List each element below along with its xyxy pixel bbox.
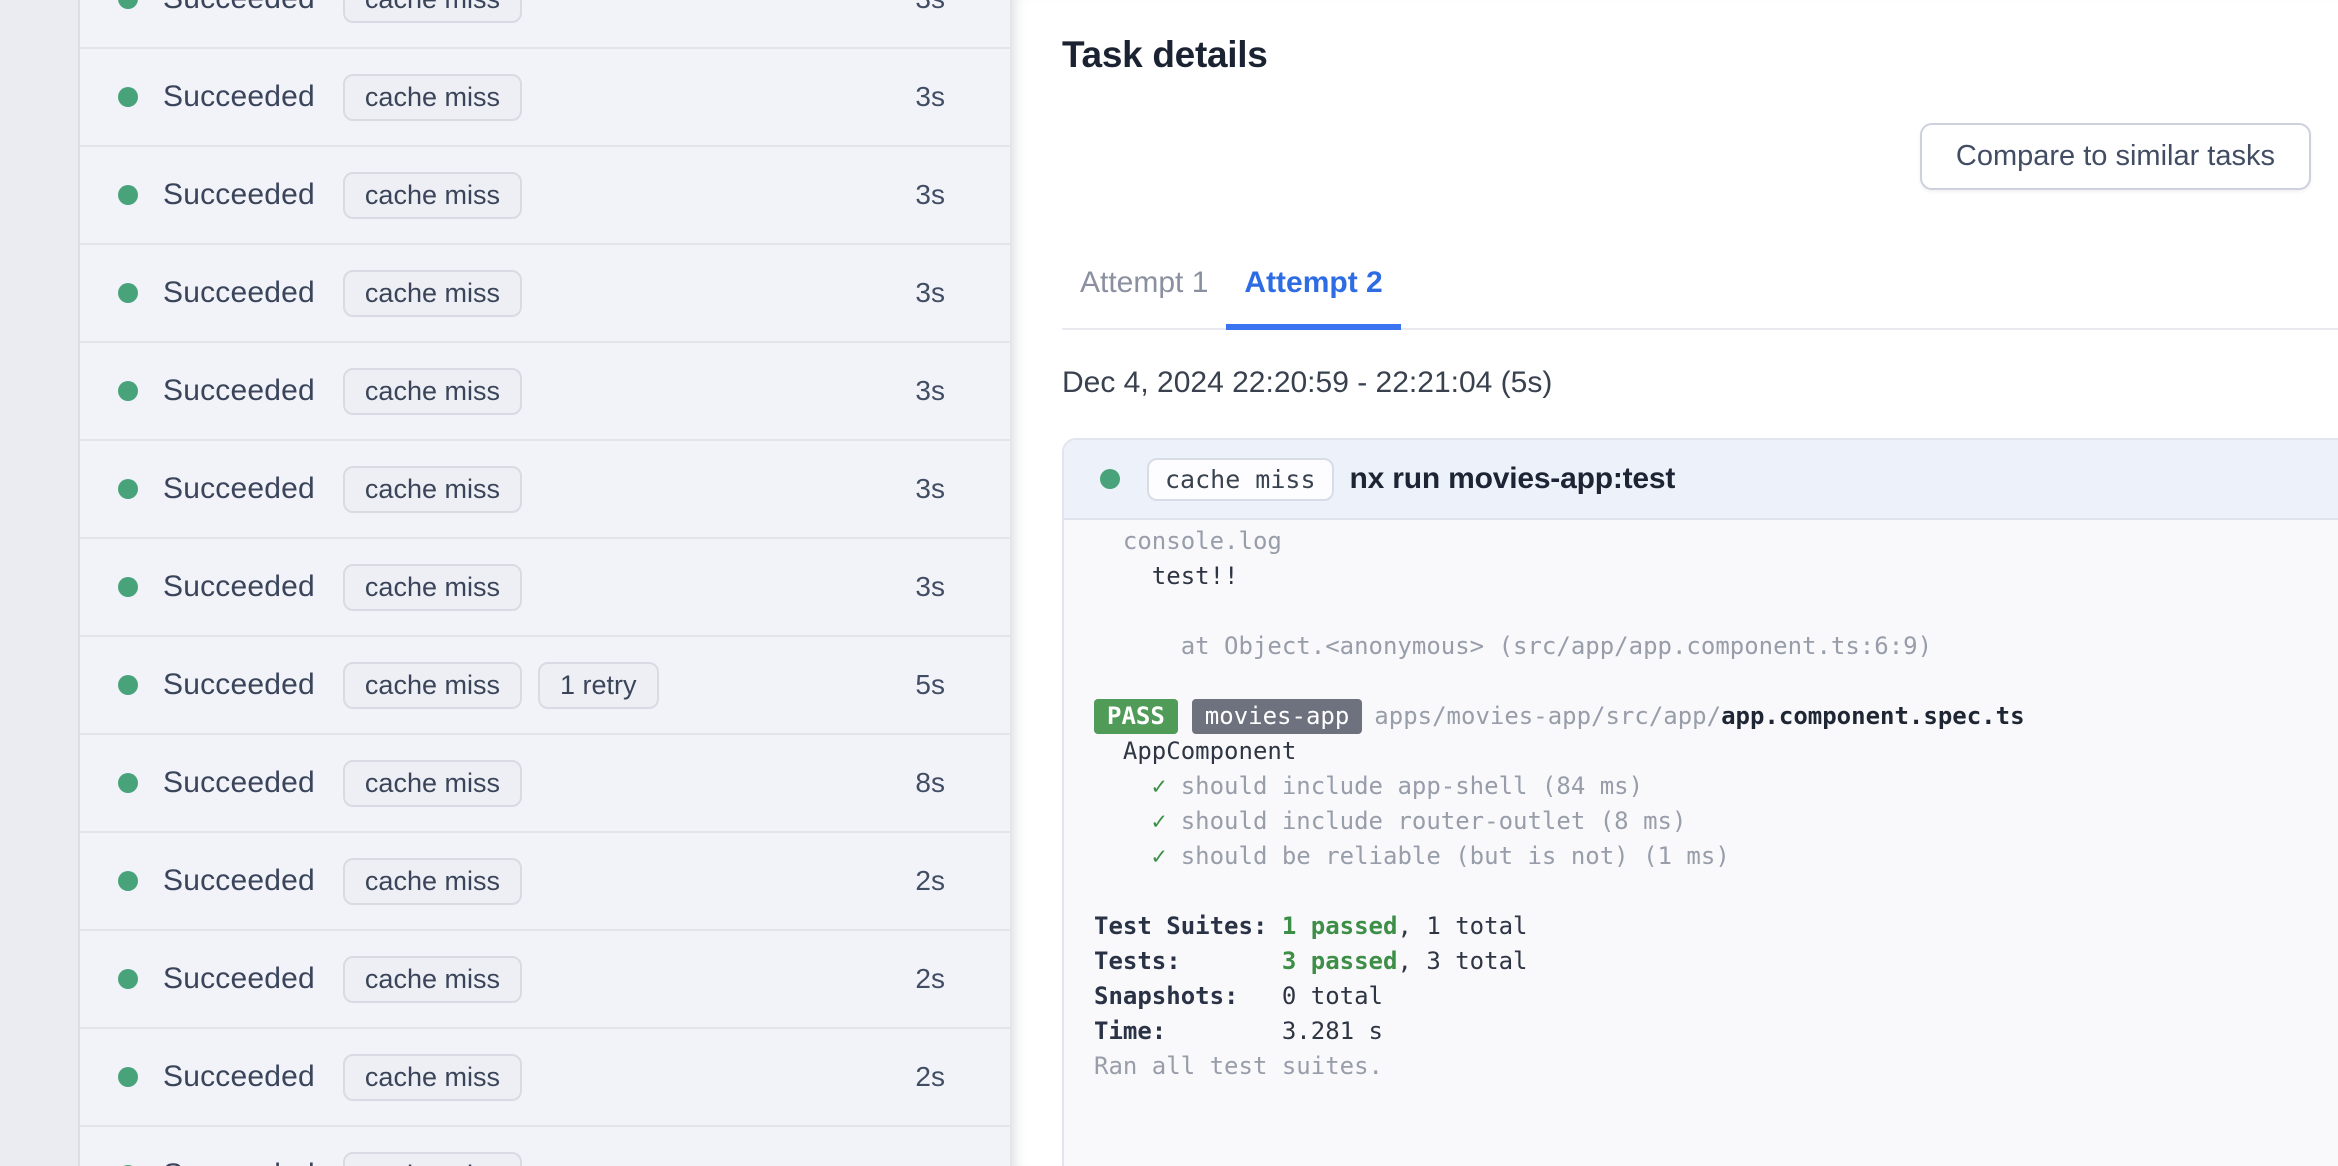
cache-status-badge: cache miss xyxy=(342,857,522,905)
cache-status-badge: cache miss xyxy=(342,269,522,317)
task-duration: 3s xyxy=(915,81,945,112)
terminal-line: AppComponent xyxy=(1094,737,1297,765)
pass-badge: PASS xyxy=(1094,699,1178,734)
task-row[interactable]: Succeeded cache miss 2s xyxy=(80,833,1010,931)
terminal-output: console.log test!! at Object.<anonymous>… xyxy=(1064,520,2338,1084)
task-status-label: Succeeded xyxy=(163,0,315,16)
task-list: Succeeded cache miss 3s Succeeded cache m… xyxy=(80,0,1010,1166)
task-duration: 3s xyxy=(915,473,945,504)
task-status-label: Succeeded xyxy=(163,766,315,799)
task-duration: 2s xyxy=(915,865,945,896)
terminal-line: Test Suites: 1 passed, 1 total xyxy=(1094,912,1528,940)
terminal-line: ✓ should include router-outlet (8 ms) xyxy=(1151,807,1687,835)
task-row[interactable]: Succeeded cache miss 8s xyxy=(80,735,1010,833)
task-status-label: Succeeded xyxy=(163,962,315,995)
status-dot-icon xyxy=(118,577,138,597)
task-duration: 3s xyxy=(915,0,945,15)
status-dot-icon xyxy=(118,283,138,303)
task-row[interactable]: Succeeded cache miss xyxy=(80,1127,1010,1166)
terminal-line: console.log xyxy=(1094,527,1282,555)
task-row[interactable]: Succeeded cache miss 3s xyxy=(80,0,1010,49)
cache-status-badge: cache miss xyxy=(342,661,522,709)
task-status-label: Succeeded xyxy=(163,276,315,309)
terminal-line xyxy=(1094,874,2338,909)
terminal-line: at Object.<anonymous> (src/app/app.compo… xyxy=(1094,632,1933,660)
task-row[interactable]: Succeeded cache miss 3s xyxy=(80,49,1010,147)
attempt-tabs: Attempt 1 Attempt 2 xyxy=(1062,252,2338,330)
terminal-line: Snapshots: 0 total xyxy=(1094,982,1383,1010)
task-status-label: Succeeded xyxy=(163,570,315,603)
status-dot-icon xyxy=(118,871,138,891)
task-duration: 3s xyxy=(915,179,945,210)
cache-status-badge: cache miss xyxy=(342,1053,522,1101)
terminal-line xyxy=(1094,664,2338,699)
status-dot-icon xyxy=(118,773,138,793)
task-duration: 2s xyxy=(915,1061,945,1092)
task-row[interactable]: Succeeded cache miss 3s xyxy=(80,343,1010,441)
cache-status-badge: cache miss xyxy=(1147,457,1334,501)
task-duration: 3s xyxy=(915,277,945,308)
status-dot-icon xyxy=(1100,469,1120,489)
task-duration: 2s xyxy=(915,963,945,994)
task-status-label: Succeeded xyxy=(163,864,315,897)
terminal-line xyxy=(1094,594,2338,629)
cache-status-badge: cache miss xyxy=(342,367,522,415)
task-details-panel: Task details Compare to similar tasks At… xyxy=(1010,0,2338,1166)
cache-status-badge: cache miss xyxy=(342,73,522,121)
retry-badge: 1 retry xyxy=(537,661,659,709)
task-output-card-header[interactable]: cache miss nx run movies-app:test xyxy=(1064,440,2338,520)
compare-to-similar-tasks-button[interactable]: Compare to similar tasks xyxy=(1919,123,2311,190)
tab-attempt-1[interactable]: Attempt 1 xyxy=(1080,266,1209,299)
task-status-label: Succeeded xyxy=(163,80,315,113)
terminal-line: PASS movies-app apps/movies-app/src/app/ap… xyxy=(1094,699,2338,734)
status-dot-icon xyxy=(118,675,138,695)
cache-status-badge: cache miss xyxy=(342,759,522,807)
status-dot-icon xyxy=(118,969,138,989)
status-dot-icon xyxy=(118,0,138,9)
task-row[interactable]: Succeeded cache miss 2s xyxy=(80,931,1010,1029)
task-status-label: Succeeded xyxy=(163,374,315,407)
page-left-gutter xyxy=(0,0,80,1166)
project-badge: movies-app xyxy=(1191,699,1363,734)
status-dot-icon xyxy=(118,479,138,499)
task-command-title: nx run movies-app:test xyxy=(1349,462,1676,495)
cache-status-badge: cache miss xyxy=(342,465,522,513)
task-list-panel: Succeeded cache miss 3s Succeeded cache m… xyxy=(80,0,1010,1166)
terminal-line: test!! xyxy=(1094,562,1239,590)
terminal-line: Tests: 3 passed, 3 total xyxy=(1094,947,1528,975)
cache-status-badge: cache miss xyxy=(342,1151,522,1166)
task-row[interactable]: Succeeded cache miss 3s xyxy=(80,539,1010,637)
task-duration: 5s xyxy=(915,669,945,700)
terminal-line: Time: 3.281 s xyxy=(1094,1017,1383,1045)
cache-status-badge: cache miss xyxy=(342,0,522,23)
cache-status-badge: cache miss xyxy=(342,171,522,219)
task-row[interactable]: Succeeded cache miss 3s xyxy=(80,147,1010,245)
status-dot-icon xyxy=(118,381,138,401)
task-row[interactable]: Succeeded cache miss 3s xyxy=(80,245,1010,343)
task-row[interactable]: Succeeded cache miss 2s xyxy=(80,1029,1010,1127)
task-duration: 3s xyxy=(915,375,945,406)
task-status-label: Succeeded xyxy=(163,472,315,505)
task-duration: 3s xyxy=(915,571,945,602)
task-row[interactable]: Succeeded cache miss 3s xyxy=(80,441,1010,539)
task-duration: 8s xyxy=(915,767,945,798)
status-dot-icon xyxy=(118,1067,138,1087)
attempt-date-range: Dec 4, 2024 22:20:59 - 22:21:04 (5s) xyxy=(1062,366,1553,399)
task-status-label: Succeeded xyxy=(163,178,315,211)
cache-status-badge: cache miss xyxy=(342,563,522,611)
task-status-label: Succeeded xyxy=(163,1158,315,1166)
terminal-line: Ran all test suites. xyxy=(1094,1052,1383,1080)
status-dot-icon xyxy=(118,87,138,107)
terminal-line: ✓ should be reliable (but is not) (1 ms) xyxy=(1151,842,1730,870)
task-status-label: Succeeded xyxy=(163,668,315,701)
tab-attempt-2[interactable]: Attempt 2 xyxy=(1226,252,1401,330)
task-output-card: cache miss nx run movies-app:test consol… xyxy=(1062,438,2338,1166)
task-status-label: Succeeded xyxy=(163,1060,315,1093)
cache-status-badge: cache miss xyxy=(342,955,522,1003)
page-title: Task details xyxy=(1062,34,1268,75)
task-row[interactable]: Succeeded cache miss 1 retry 5s xyxy=(80,637,1010,735)
status-dot-icon xyxy=(118,185,138,205)
terminal-line: ✓ should include app-shell (84 ms) xyxy=(1151,772,1644,800)
